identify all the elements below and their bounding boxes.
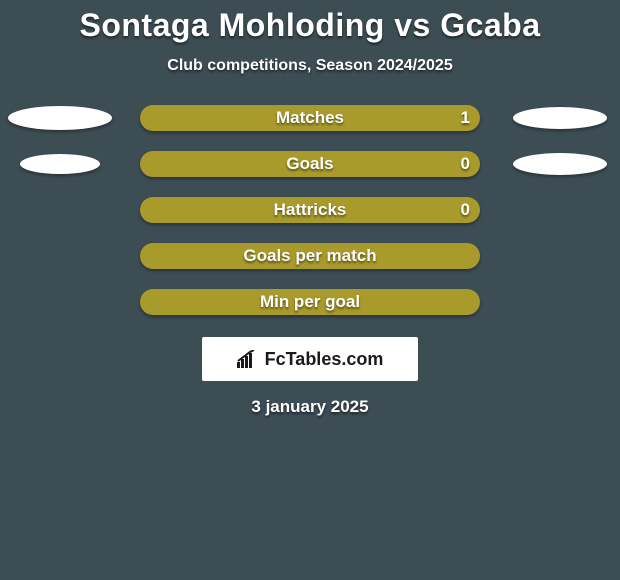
- stat-value: 0: [461, 154, 470, 174]
- stat-label: Matches: [276, 108, 344, 128]
- stat-row: Hattricks 0: [0, 197, 620, 223]
- stat-rows: Matches 1 Goals 0 Hattricks 0: [0, 105, 620, 315]
- right-ellipse: [513, 153, 607, 175]
- page-title: Sontaga Mohloding vs Gcaba: [0, 0, 620, 43]
- stat-bar: Min per goal: [140, 289, 480, 315]
- comparison-infographic: Sontaga Mohloding vs Gcaba Club competit…: [0, 0, 620, 580]
- stat-label: Hattricks: [274, 200, 347, 220]
- stat-label: Goals: [286, 154, 333, 174]
- stat-label: Goals per match: [243, 246, 376, 266]
- subtitle: Club competitions, Season 2024/2025: [0, 57, 620, 75]
- stat-row: Min per goal: [0, 289, 620, 315]
- stat-bar: Matches 1: [140, 105, 480, 131]
- stat-bar: Hattricks 0: [140, 197, 480, 223]
- right-ellipse-slot: [500, 153, 620, 175]
- stat-row: Goals 0: [0, 151, 620, 177]
- branding-badge: FcTables.com: [202, 337, 418, 381]
- right-ellipse-slot: [500, 107, 620, 129]
- stat-value: 1: [461, 108, 470, 128]
- stat-bar: Goals per match: [140, 243, 480, 269]
- stat-bar: Goals 0: [140, 151, 480, 177]
- left-ellipse-slot: [0, 106, 120, 130]
- right-ellipse: [513, 107, 607, 129]
- stat-row: Matches 1: [0, 105, 620, 131]
- chart-icon: [237, 350, 259, 368]
- date-text: 3 january 2025: [0, 397, 620, 417]
- branding-text: FcTables.com: [265, 349, 384, 370]
- left-ellipse: [8, 106, 112, 130]
- stat-label: Min per goal: [260, 292, 360, 312]
- left-ellipse-slot: [0, 154, 120, 174]
- left-ellipse: [20, 154, 100, 174]
- stat-value: 0: [461, 200, 470, 220]
- stat-row: Goals per match: [0, 243, 620, 269]
